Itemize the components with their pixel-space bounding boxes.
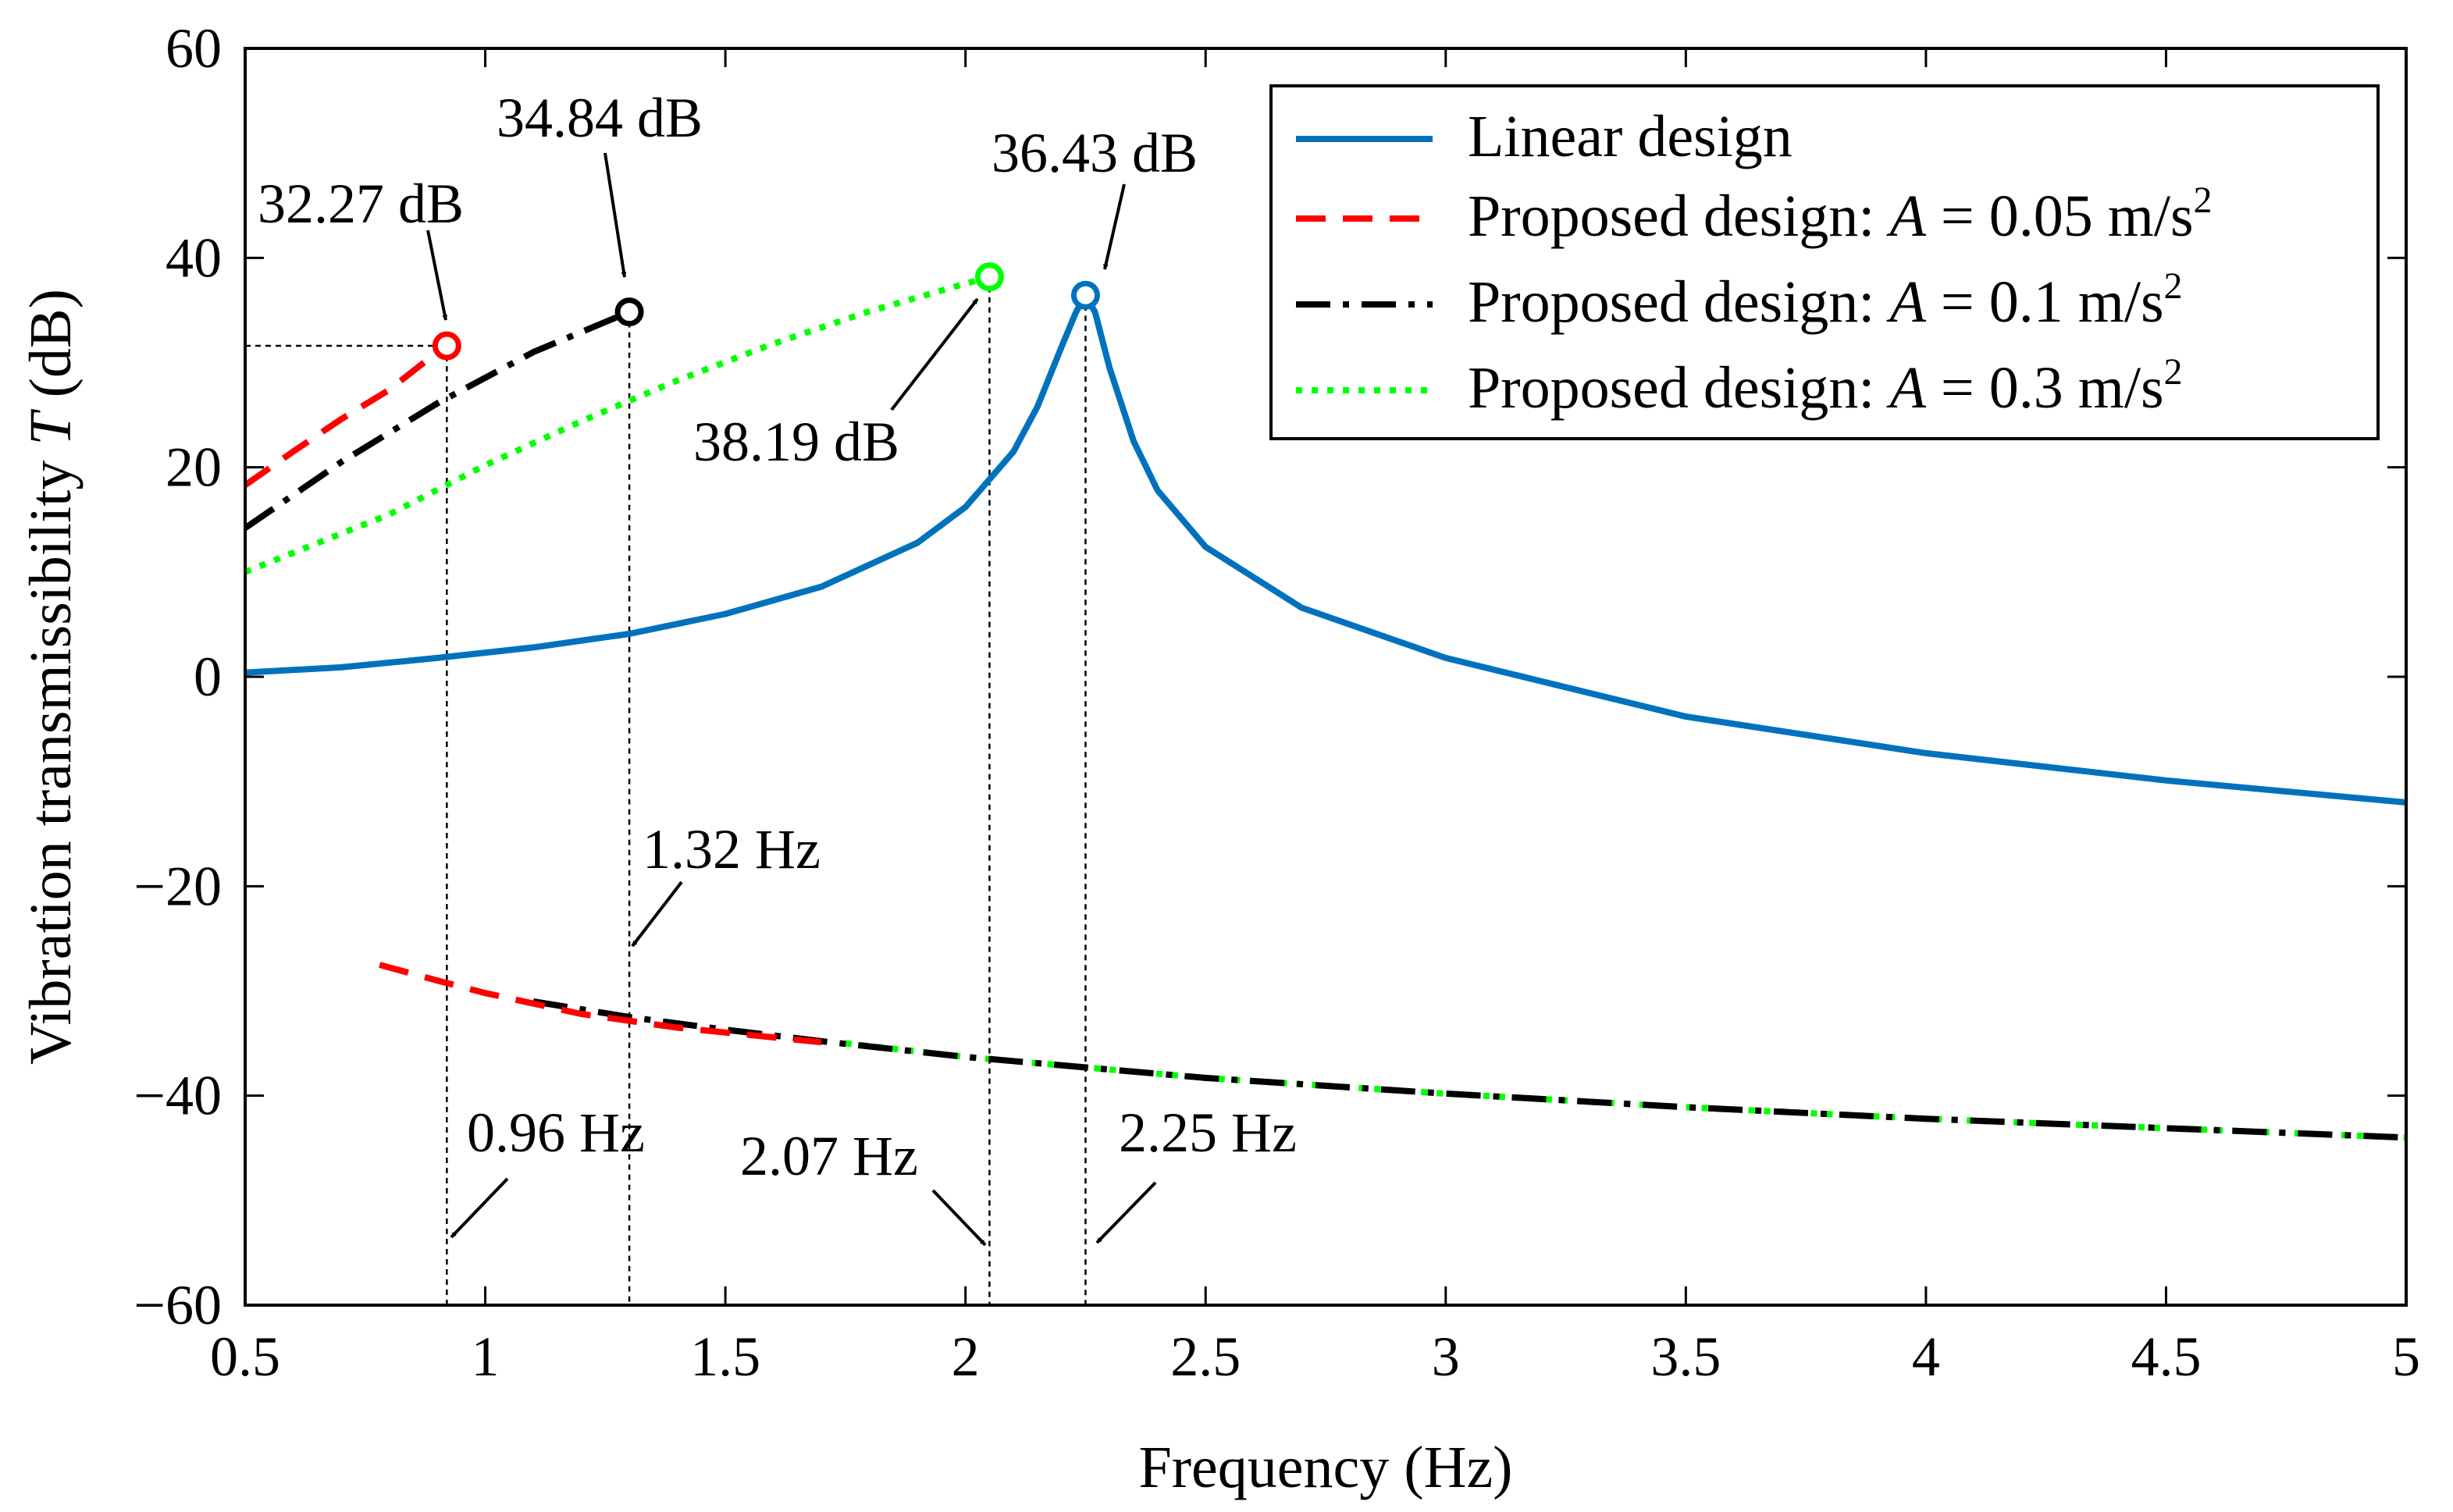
x-tick-label: 3 — [1432, 1325, 1460, 1388]
axis-ticks — [244, 47, 2408, 1307]
freq-label-3: 2.07 Hz — [740, 1125, 918, 1187]
series-line-0-segment-0 — [245, 292, 2406, 806]
legend-label-green: Proposed design: A = 0.3 m/s2 — [1468, 351, 2183, 421]
plot-series — [245, 273, 2406, 1141]
y-tick-label: 0 — [194, 646, 222, 708]
legend-box — [1269, 84, 2380, 440]
y-tick-label: 60 — [166, 17, 222, 80]
y-tick-label: −20 — [134, 855, 222, 917]
plot-frame — [244, 47, 2408, 1307]
arrow-peak-black — [603, 152, 627, 278]
y-tick-labels: −60 −40 −20 0 20 40 60 — [134, 17, 222, 1336]
arrow-freq-3 — [931, 1189, 987, 1247]
legend-label-black: Proposed design: A = 0.1 m/s2 — [1468, 265, 2183, 335]
x-tick-label: 1 — [472, 1325, 500, 1388]
arrow-freq-4 — [1095, 1181, 1157, 1244]
arrow-peak-red — [426, 229, 448, 321]
x-tick-label: 4.5 — [2131, 1325, 2201, 1388]
x-tick-label: 2.5 — [1170, 1325, 1241, 1388]
peak-label-blue: 36.43 dB — [992, 122, 1198, 184]
reference-lines — [245, 276, 1087, 1305]
x-tick-label: 3.5 — [1650, 1325, 1721, 1388]
x-tick-label: 2 — [952, 1325, 980, 1388]
peak-label-red: 32.27 dB — [258, 173, 464, 235]
x-tick-label: 5 — [2392, 1325, 2420, 1388]
legend-label-linear: Linear design — [1468, 104, 1793, 169]
series-line-2-segment-0 — [245, 308, 631, 531]
peak-marker-0 — [1070, 280, 1100, 310]
arrow-peak-green — [890, 297, 979, 411]
x-tick-label: 4 — [1912, 1325, 1940, 1388]
series-line-3-segment-1 — [845, 1040, 2406, 1141]
x-axis-label: Frequency (Hz) — [1138, 1435, 1512, 1500]
peak-markers — [432, 262, 1100, 361]
y-tick-label: 40 — [166, 226, 222, 289]
series-line-1-segment-1 — [379, 962, 822, 1046]
y-axis-label: Vibration transmissibility T (dB) — [18, 289, 84, 1065]
legend: Linear design Proposed design: A = 0.05 … — [1269, 84, 2380, 440]
y-tick-label: −40 — [134, 1065, 222, 1127]
x-tick-label: 1.5 — [690, 1325, 760, 1388]
freq-label-4: 2.25 Hz — [1119, 1101, 1297, 1164]
y-tick-label: −60 — [134, 1274, 222, 1336]
series-line-2-segment-1 — [532, 998, 2406, 1141]
peak-marker-1 — [432, 331, 461, 361]
freq-label-1: 0.96 Hz — [467, 1101, 645, 1164]
peak-label-black: 34.84 dB — [497, 87, 703, 149]
arrow-peak-blue — [1102, 183, 1126, 270]
arrow-freq-1 — [450, 1177, 509, 1239]
x-tick-labels: 0.5 1 1.5 2 2.5 3 3.5 4 4.5 5 — [210, 1325, 2420, 1388]
x-tick-label: 0.5 — [210, 1325, 280, 1388]
legend-label-red: Proposed design: A = 0.05 m/s2 — [1468, 180, 2213, 249]
peak-marker-2 — [614, 297, 644, 327]
series-line-3-segment-0 — [245, 273, 991, 575]
y-tick-label: 20 — [166, 436, 222, 499]
peak-label-green: 38.19 dB — [693, 411, 899, 473]
peak-marker-3 — [974, 262, 1004, 292]
arrow-freq-2 — [631, 881, 683, 948]
freq-label-2: 1.32 Hz — [643, 818, 821, 881]
